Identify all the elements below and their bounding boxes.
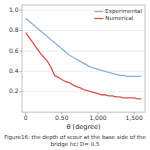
grid-line xyxy=(22,71,145,72)
x-tick-label: 1,000 xyxy=(89,114,106,121)
y-tick-label: 0.8 xyxy=(9,26,19,33)
x-axis-label: θ (degree) xyxy=(67,123,101,131)
series-line xyxy=(26,18,142,76)
x-tick-label: 0.50 xyxy=(55,114,69,121)
y-tick xyxy=(20,10,23,11)
legend-swatch xyxy=(94,11,103,12)
legend: ExperimentalNumerical xyxy=(94,8,142,21)
y-tick xyxy=(20,30,23,31)
y-tick-label: 0.6 xyxy=(9,47,19,54)
x-tick-label: 0 xyxy=(24,114,28,121)
series-line xyxy=(26,33,142,99)
y-tick-label: 1.0 xyxy=(9,6,19,13)
grid xyxy=(22,10,145,92)
y-tick xyxy=(20,91,23,92)
y-tick-label: 0.2 xyxy=(9,87,19,94)
title: Figure16: the depth of scour at the base… xyxy=(4,134,146,148)
title-line: bridge hc/ D= 0.5 xyxy=(51,141,100,148)
plot-frame xyxy=(22,5,145,112)
chart: 0.2 0.4 0.6 0.8 1.0 0 0.50 1,000 1,500 θ (degree)… xyxy=(0,0,150,150)
plot-area xyxy=(22,5,145,112)
y-tick xyxy=(20,71,23,72)
x-tick-label: 1,500 xyxy=(126,114,143,121)
data xyxy=(26,18,142,99)
legend-label: Experimental xyxy=(105,8,142,15)
grid-line xyxy=(22,50,145,51)
grid-line xyxy=(22,91,145,92)
legend-label: Numerical xyxy=(105,15,134,21)
legend-swatch xyxy=(94,18,103,19)
background xyxy=(0,0,150,150)
y-tick xyxy=(20,50,23,51)
y-tick-label: 0.4 xyxy=(9,67,19,74)
